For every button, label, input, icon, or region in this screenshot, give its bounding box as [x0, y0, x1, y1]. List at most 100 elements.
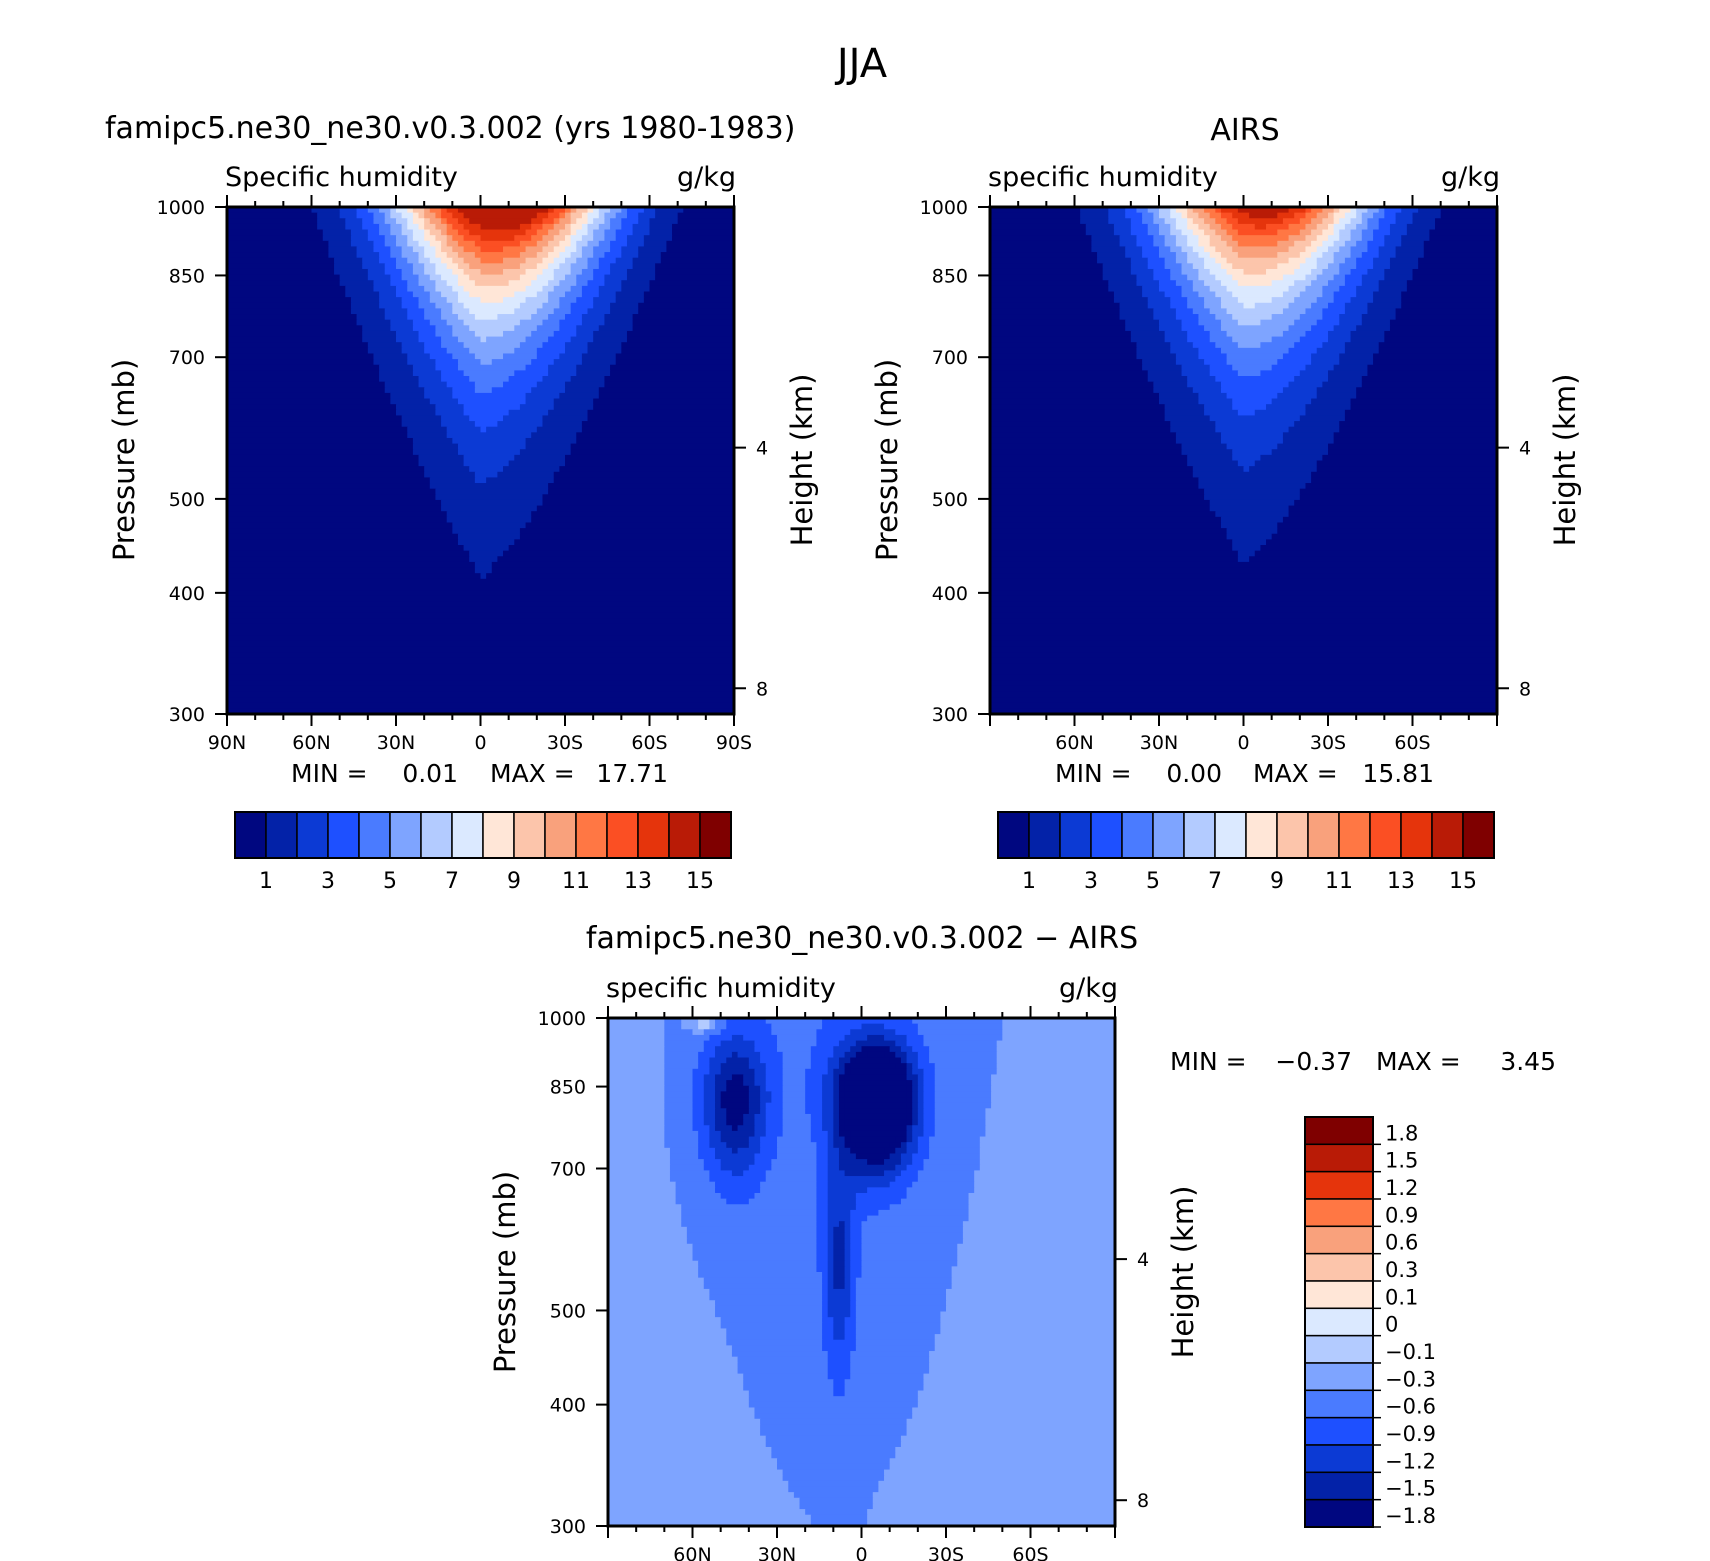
contour-band-cell [610, 370, 734, 377]
colorbar-swatch [1304, 1444, 1374, 1474]
contour-band-cell [1237, 556, 1250, 563]
contour-band-cell [1125, 252, 1143, 259]
contour-band-cell [664, 1125, 694, 1132]
contour-band-cell [608, 1390, 750, 1397]
contour-band-cell [608, 1085, 665, 1092]
contour-band-cell [709, 1288, 823, 1296]
panel-obs-min-label: MIN = [1055, 759, 1132, 788]
contour-band-cell [703, 1040, 722, 1047]
contour-band-cell [1294, 240, 1312, 248]
contour-band-cell [1322, 291, 1335, 298]
contour-band-cell [608, 1068, 665, 1076]
contour-band-cell [777, 1046, 812, 1053]
contour-band-cell [412, 263, 425, 270]
contour-band-cell [452, 528, 521, 535]
contour-band-cell [587, 240, 600, 248]
contour-band-cell [474, 567, 493, 574]
contour-band-cell [906, 1147, 919, 1155]
contour-band-cell [407, 314, 425, 321]
contour-band-cell [519, 319, 544, 326]
colorbar-swatch [482, 811, 515, 859]
contour-band-cell [990, 668, 1497, 676]
contour-band-cell [356, 212, 375, 219]
contour-band-cell [906, 1068, 913, 1076]
contour-band-cell [946, 1294, 1115, 1301]
contour-band-cell [681, 1215, 818, 1222]
contour-band-cell [491, 567, 734, 574]
contour-band-cell [974, 1187, 1115, 1194]
contour-band-cell [827, 1300, 851, 1307]
contour-band-cell [1181, 370, 1211, 377]
contour-band-cell [503, 257, 527, 264]
contour-band-cell [503, 415, 544, 422]
contour-band-cell [474, 240, 521, 248]
colorbar-swatch [1304, 1389, 1374, 1419]
contour-band-cell [548, 314, 566, 321]
contour-band-cell [1198, 212, 1211, 219]
contour-band-cell [565, 207, 572, 214]
contour-band-cell [1142, 252, 1160, 259]
contour-band-cell [805, 1108, 823, 1115]
contour-band-cell [726, 1023, 772, 1030]
contour-band-cell [514, 370, 549, 377]
contour-band-cell [1316, 274, 1335, 281]
contour-band-cell [334, 263, 363, 270]
contour-band-cell [1328, 235, 1340, 242]
contour-band-cell [1181, 246, 1194, 253]
contour-band-cell [608, 1226, 688, 1234]
colorbar-label: 0.1 [1385, 1285, 1418, 1309]
contour-band-cell [367, 229, 380, 236]
contour-band-cell [227, 477, 431, 484]
contour-band-cell [844, 1283, 851, 1290]
contour-band-cell [608, 1198, 677, 1205]
contour-band-cell [548, 212, 560, 219]
contour-band-cell [1159, 246, 1171, 253]
contour-band-cell [1232, 404, 1267, 411]
contour-band-cell [765, 1068, 784, 1076]
contour-band-cell [692, 1119, 705, 1126]
contour-band-cell [782, 1074, 806, 1081]
contour-band-cell [1367, 246, 1380, 253]
contour-band-cell [581, 285, 600, 293]
contour-band-cell [709, 1125, 716, 1132]
contour-band-cell [227, 319, 358, 326]
contour-band-cell [559, 302, 572, 309]
contour-band-cell [626, 240, 645, 248]
contour-band-cell [912, 1068, 925, 1076]
contour-band-cell [1316, 246, 1329, 253]
contour-band-cell [608, 1401, 750, 1409]
contour-band-cell [435, 263, 448, 270]
contour-band-cell [1333, 212, 1346, 219]
contour-band-cell [884, 1034, 908, 1042]
contour-band-cell [996, 1051, 1115, 1059]
contour-band-cell [227, 573, 482, 580]
contour-band-cell [548, 207, 555, 214]
contour-band-cell [810, 1130, 829, 1138]
contour-band-cell [760, 1091, 772, 1098]
contour-band-cell [227, 347, 369, 355]
contour-band-cell [1339, 353, 1374, 360]
contour-band-cell [889, 1046, 902, 1053]
contour-band-cell [608, 1192, 677, 1200]
contour-band-cell [923, 1108, 936, 1115]
contour-band-cell [362, 336, 397, 343]
contour-band-cell [1198, 252, 1211, 259]
contour-band-cell [946, 1305, 1115, 1313]
contour-band-cell [743, 1080, 756, 1087]
contour-band-cell [1350, 229, 1363, 236]
contour-band-cell [709, 1068, 722, 1076]
contour-band-cell [1175, 308, 1194, 315]
contour-band-cell [765, 1018, 823, 1025]
contour-band-cell [990, 291, 1115, 298]
contour-band-cell [452, 437, 527, 445]
contour-band-cell [632, 257, 662, 264]
contour-band-cell [833, 1238, 846, 1245]
contour-band-cell [765, 1119, 784, 1126]
contour-band-cell [608, 1255, 694, 1262]
contour-band-cell [867, 1520, 1115, 1526]
contour-band-cell [934, 1108, 987, 1115]
contour-band-cell [664, 1023, 682, 1030]
contour-band-cell [743, 1379, 834, 1386]
contour-band-cell [1232, 314, 1273, 321]
contour-band-cell [838, 1147, 851, 1155]
